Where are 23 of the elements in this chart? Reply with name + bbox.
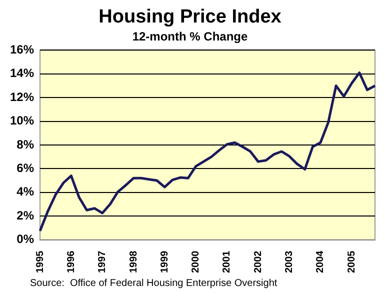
x-tick-label: 1998 [128,250,140,274]
x-tick-label: 2000 [190,250,202,274]
x-tick-label: 2001 [222,250,233,274]
x-tick-label: 1996 [66,250,77,274]
y-tick-label: 14% [10,66,34,80]
x-tick-label: 2003 [284,250,296,274]
y-tick-label: 12% [10,90,34,104]
x-tick-label: 2002 [252,250,264,274]
y-tick-label: 2% [16,208,34,222]
x-tick-label: 1997 [97,250,108,274]
y-tick-label: 8% [16,137,34,152]
x-tick-label: 2004 [315,250,326,274]
y-tick-label: 0% [16,232,34,246]
chart-subtitle: 12-month % Change [132,29,248,44]
source-note: Source: Office of Federal Housing Enterprise Oversight [29,277,278,291]
y-tick-label: 10% [10,114,34,128]
y-tick-label: 4% [16,184,34,199]
x-tick-label: 1995 [34,250,46,274]
x-tick-label: 2005 [346,250,358,274]
x-tick-label: 1999 [159,250,170,274]
chart-title: Housing Price Index [98,6,282,28]
y-tick-label: 16% [10,42,34,57]
y-tick-label: 6% [16,160,34,175]
